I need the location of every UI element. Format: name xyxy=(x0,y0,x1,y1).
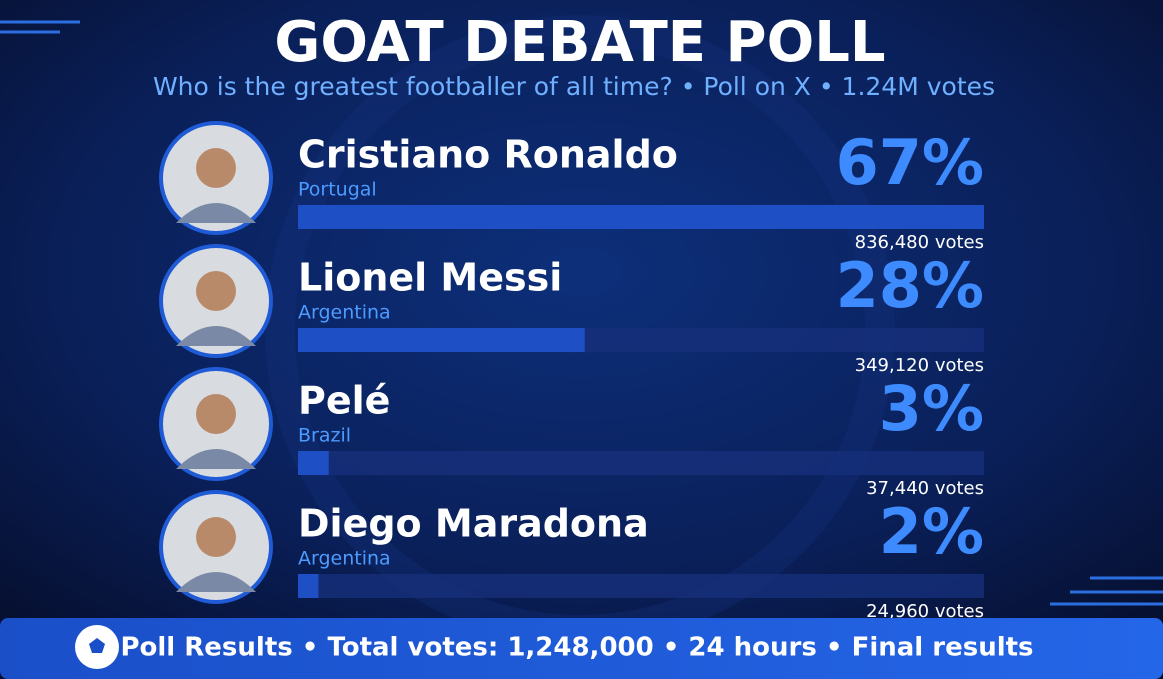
player-name: Pelé xyxy=(298,379,390,423)
bar xyxy=(298,328,585,352)
player-country: Argentina xyxy=(298,548,391,570)
player-country: Brazil xyxy=(298,425,351,447)
avatar-head xyxy=(196,271,236,311)
avatar-head xyxy=(196,517,236,557)
avatar-body xyxy=(176,572,256,592)
bar xyxy=(298,451,329,475)
votes-label: 37,440 votes xyxy=(866,478,984,499)
votes-label: 349,120 votes xyxy=(855,355,984,376)
votes-label: 24,960 votes xyxy=(866,601,984,622)
ball-icon xyxy=(75,625,119,669)
bar xyxy=(298,574,319,598)
player-name: Diego Maradona xyxy=(298,502,649,546)
percent-label: 28% xyxy=(836,249,984,322)
bar-track xyxy=(298,451,984,475)
avatar-body xyxy=(176,203,256,223)
votes-label: 836,480 votes xyxy=(855,232,984,253)
player-country: Portugal xyxy=(298,179,377,201)
bar-track xyxy=(298,574,984,598)
title: GOAT DEBATE POLL xyxy=(274,10,885,75)
player-country: Argentina xyxy=(298,302,391,324)
player-name: Lionel Messi xyxy=(298,256,562,300)
avatar-head xyxy=(196,394,236,434)
percent-label: 67% xyxy=(836,126,984,199)
avatar-body xyxy=(176,326,256,346)
deco-lines xyxy=(0,20,1163,606)
percent-label: 2% xyxy=(879,495,984,568)
footer-band xyxy=(0,618,1163,679)
footer-text: Poll Results • Total votes: 1,248,000 • … xyxy=(120,633,1033,663)
player-name: Cristiano Ronaldo xyxy=(298,133,678,177)
percent-label: 3% xyxy=(879,372,984,445)
avatar-body xyxy=(176,449,256,469)
bar xyxy=(298,205,984,229)
avatar-head xyxy=(196,148,236,188)
subtitle: Who is the greatest footballer of all ti… xyxy=(153,72,995,101)
